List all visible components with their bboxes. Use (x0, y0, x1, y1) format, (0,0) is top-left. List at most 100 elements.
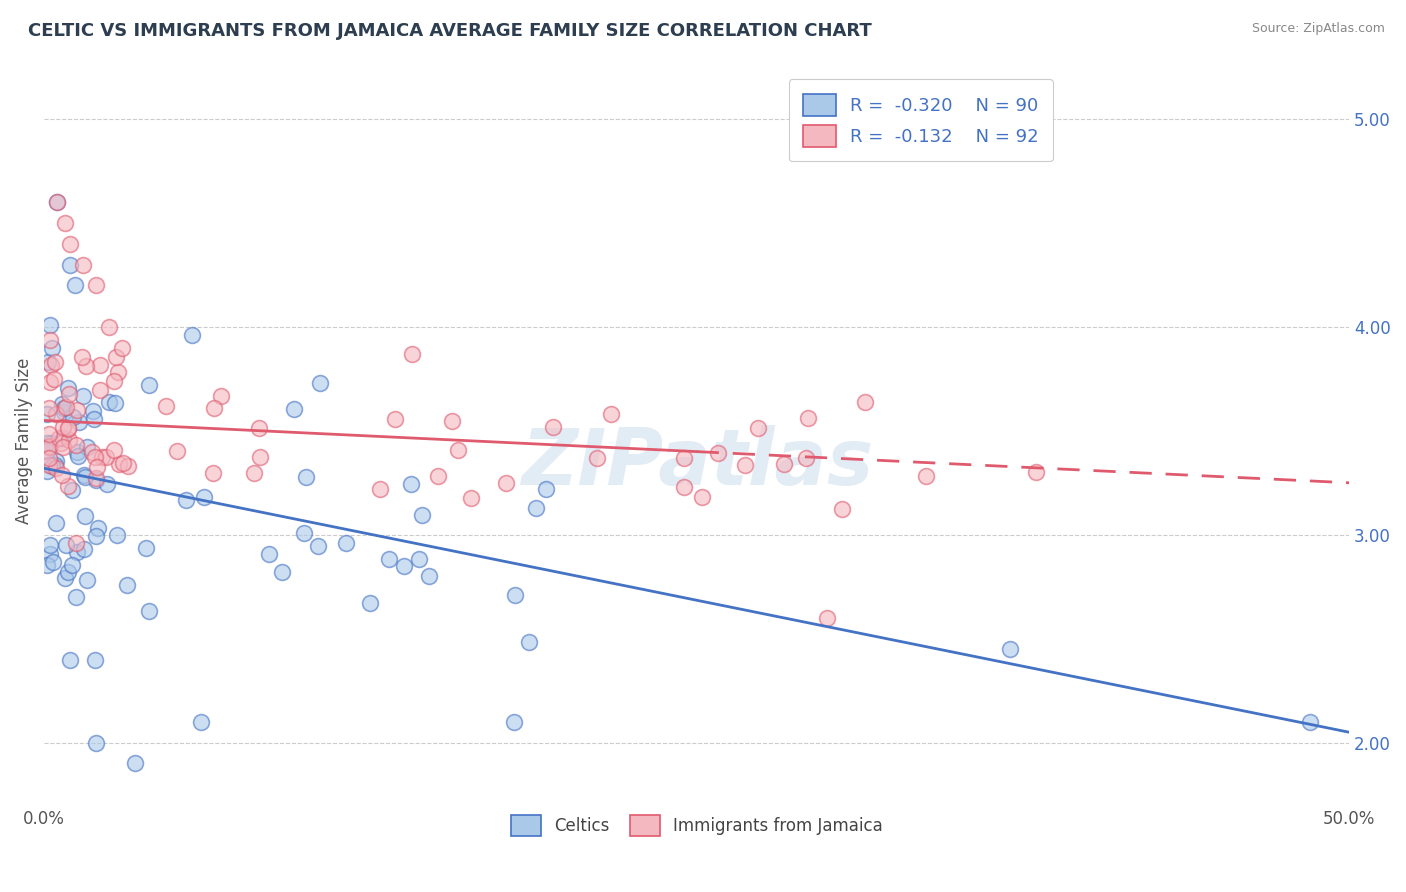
Point (59, 236, 82, 251)
Point (294, 526, 316, 541)
Point (107, 527, 129, 541)
Point (55, 538, 77, 552)
Point (38, 451, 60, 466)
Point (86, 736, 108, 750)
Point (308, 376, 330, 391)
Point (853, 394, 876, 409)
Point (534, 482, 557, 496)
Point (426, 469, 449, 483)
Point (73, 509, 96, 524)
Point (56, 421, 79, 435)
Point (35, 558, 58, 572)
Point (271, 566, 294, 580)
Point (65, 278, 87, 293)
Point (83, 450, 105, 465)
Point (62, 409, 84, 424)
Point (53, 216, 76, 230)
Point (38, 439, 60, 453)
Point (600, 407, 623, 421)
Point (83, 653, 105, 667)
Point (53, 571, 76, 585)
Text: CELTIC VS IMMIGRANTS FROM JAMAICA AVERAGE FAMILY SIZE CORRELATION CHART: CELTIC VS IMMIGRANTS FROM JAMAICA AVERAG… (28, 22, 872, 40)
Point (1299, 715, 1322, 730)
Point (1025, 466, 1047, 480)
Point (39, 318, 62, 333)
Point (283, 401, 305, 416)
Point (59, 258, 82, 272)
Point (460, 491, 482, 505)
Point (51, 435, 73, 450)
Point (96, 477, 118, 491)
Point (76, 359, 98, 373)
Point (914, 469, 936, 483)
Point (72, 350, 94, 364)
Point (35, 407, 58, 421)
Point (440, 414, 463, 428)
Point (66, 445, 89, 459)
Point (247, 421, 270, 435)
Point (706, 445, 728, 459)
Point (52, 401, 75, 415)
Text: ZIPatlas: ZIPatlas (520, 425, 873, 501)
Point (586, 450, 609, 465)
Point (418, 569, 440, 583)
Legend: Celtics, Immigrants from Jamaica: Celtics, Immigrants from Jamaica (502, 807, 891, 844)
Point (692, 490, 714, 504)
Point (541, 420, 564, 434)
Point (108, 457, 131, 471)
Point (48, 431, 70, 445)
Point (65, 536, 87, 550)
Point (193, 490, 215, 504)
Point (831, 502, 853, 516)
Point (56, 565, 79, 579)
Point (201, 467, 224, 481)
Point (45, 454, 67, 468)
Point (56, 381, 79, 395)
Point (526, 500, 548, 515)
Point (76, 574, 98, 588)
Point (86, 521, 108, 535)
Point (72, 258, 94, 272)
Point (368, 482, 391, 496)
Point (166, 444, 188, 458)
Point (378, 551, 401, 566)
Point (94, 450, 117, 464)
Point (135, 541, 157, 556)
Point (82, 404, 104, 418)
Point (58, 421, 80, 435)
Point (815, 611, 838, 625)
Point (180, 328, 202, 343)
Point (84, 529, 107, 543)
Point (190, 714, 212, 729)
Point (104, 396, 127, 410)
Point (89, 358, 111, 372)
Point (249, 450, 271, 465)
Point (75, 470, 97, 484)
Point (673, 450, 696, 465)
Point (52, 431, 75, 445)
Point (38, 426, 60, 441)
Point (517, 635, 540, 649)
Point (204, 401, 226, 416)
Point (747, 421, 769, 435)
Point (58, 386, 80, 401)
Point (56, 479, 79, 493)
Point (52, 440, 75, 454)
Point (39, 359, 62, 373)
Point (503, 714, 526, 729)
Point (411, 508, 433, 523)
Point (505, 588, 527, 602)
Point (38, 458, 60, 473)
Point (42, 372, 65, 386)
Point (45, 407, 67, 421)
Point (39, 547, 62, 561)
Point (37, 444, 59, 458)
Point (83, 411, 105, 425)
Point (998, 642, 1021, 657)
Point (797, 410, 820, 425)
Point (51, 397, 73, 411)
Point (55, 401, 77, 415)
Point (307, 539, 329, 553)
Point (86, 460, 108, 475)
Point (38, 401, 60, 416)
